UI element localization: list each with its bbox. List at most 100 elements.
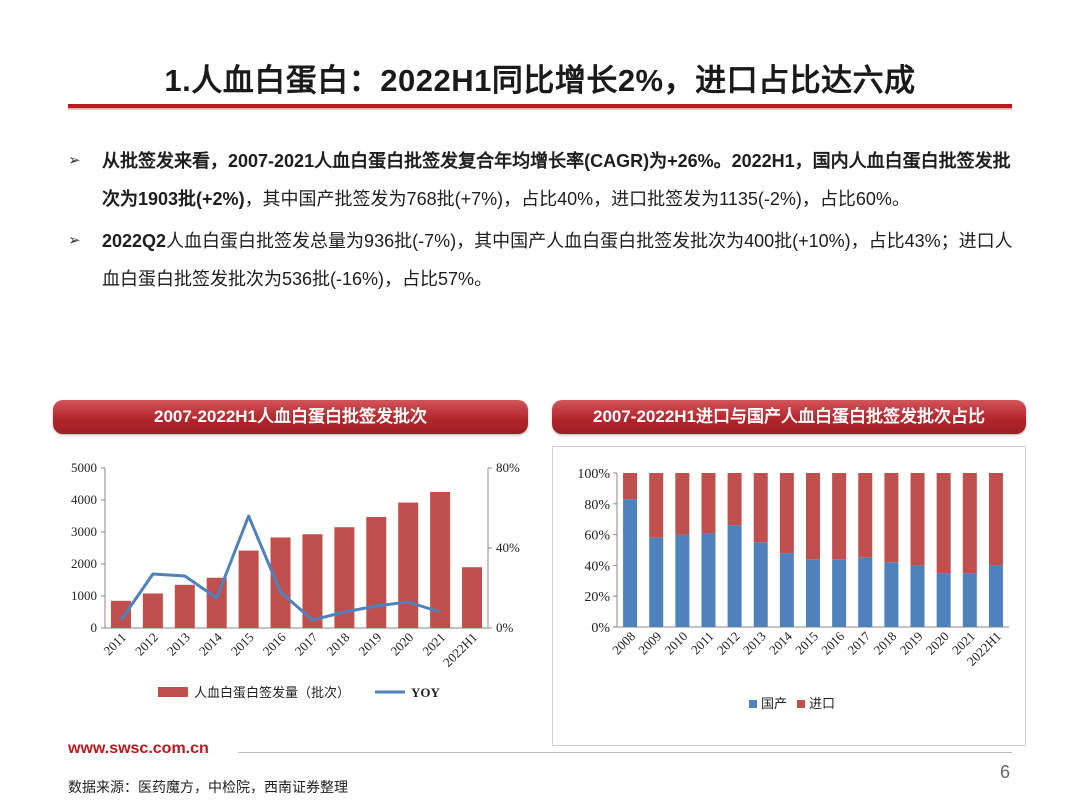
legend-label-import: 进口 bbox=[809, 696, 835, 711]
x-tick-label: 2009 bbox=[635, 629, 664, 658]
y-left-tick-label: 4000 bbox=[71, 492, 97, 507]
x-tick-label: 2020 bbox=[923, 629, 952, 658]
bar bbox=[142, 593, 163, 628]
bar-domestic bbox=[623, 499, 638, 627]
bullet-2-bold: 2022Q2 bbox=[102, 231, 167, 251]
bar bbox=[302, 534, 323, 628]
bar bbox=[430, 492, 451, 628]
bar-domestic bbox=[910, 565, 925, 627]
bar-import bbox=[779, 473, 794, 554]
chart-1-area: 0 1000 2000 3000 4000 5000 0% 40% 80% 2011 2012 201… bbox=[53, 446, 528, 746]
x-tick-label: 2015 bbox=[792, 629, 821, 658]
bar-import bbox=[858, 473, 873, 558]
y-left-tick-label: 2000 bbox=[71, 556, 97, 571]
page-number: 6 bbox=[1000, 762, 1011, 782]
chart-1-title: 2007-2022H1人血白蛋白批签发批次 bbox=[53, 400, 528, 434]
bar bbox=[110, 600, 131, 628]
legend-swatch-bar bbox=[158, 687, 188, 697]
x-tick-label: 2012 bbox=[132, 630, 161, 659]
bar-domestic bbox=[727, 525, 742, 627]
bar-import bbox=[910, 473, 925, 566]
bar bbox=[334, 527, 355, 628]
legend-swatch-import bbox=[797, 700, 805, 708]
y-left-tick-label: 3000 bbox=[71, 524, 97, 539]
y-left-tick-label: 0 bbox=[91, 620, 98, 635]
yoy-line bbox=[119, 514, 441, 622]
x-tick-label: 2013 bbox=[164, 630, 193, 659]
bar-import bbox=[649, 473, 664, 538]
footer-divider bbox=[238, 752, 1012, 753]
x-tick-label: 2014 bbox=[766, 628, 795, 657]
bar-domestic bbox=[753, 542, 768, 627]
legend-label-line: YOY bbox=[411, 685, 441, 700]
arrow-bullet-icon: ➢ bbox=[68, 152, 81, 169]
bar-domestic bbox=[675, 534, 690, 627]
y-tick-label: 40% bbox=[584, 559, 610, 574]
legend-label-bar: 人血白蛋白签发量（批次） bbox=[194, 685, 350, 700]
x-tick-label: 2014 bbox=[196, 629, 225, 658]
y-tick-label: 20% bbox=[584, 590, 610, 605]
x-tick-label: 2018 bbox=[871, 629, 900, 658]
bar-domestic bbox=[884, 562, 899, 627]
bullet-1-bold: 从批签发来看，2007-2021人血白蛋白批签发复合年均增长率(CAGR)为+2… bbox=[102, 151, 1011, 209]
y-tick-label: 0% bbox=[591, 621, 610, 636]
legend-swatch-domestic bbox=[749, 700, 757, 708]
bar-domestic bbox=[649, 537, 664, 627]
x-tick-label: 2017 bbox=[292, 629, 321, 658]
bar-import bbox=[832, 473, 847, 560]
y-left-tick-label: 1000 bbox=[71, 588, 97, 603]
bar-domestic bbox=[988, 565, 1003, 627]
bar-domestic bbox=[936, 573, 951, 627]
bar-import bbox=[988, 473, 1003, 566]
x-tick-label: 2012 bbox=[714, 629, 743, 658]
bar-domestic bbox=[858, 557, 873, 627]
x-tick-label: 2011 bbox=[688, 629, 717, 658]
bar bbox=[462, 567, 483, 628]
x-tick-label: 2013 bbox=[740, 629, 769, 658]
bullet-2-text: 人血白蛋白批签发总量为936批(-7%)，其中国产人血白蛋白批签发批次为400批… bbox=[102, 231, 1013, 289]
bar bbox=[238, 550, 259, 628]
import-domestic-share-chart: 0%20%40%60%80%100%2008200920102011201220… bbox=[577, 467, 1009, 711]
data-source: 数据来源：医药魔方，中检院，西南证券整理 bbox=[68, 779, 348, 795]
bar-import bbox=[806, 473, 820, 560]
y-right-tick-label: 0% bbox=[496, 620, 514, 635]
x-tick-label: 2016 bbox=[260, 629, 289, 658]
bar-import bbox=[675, 473, 690, 535]
bar-import bbox=[623, 473, 638, 500]
y-right-tick-label: 40% bbox=[496, 540, 520, 555]
bullet-1-text: ，其中国产批签发为768批(+7%)，占比40%，进口批签发为1135(-2%)… bbox=[244, 189, 910, 209]
y-left-tick-label: 5000 bbox=[71, 460, 97, 475]
y-right-tick-label: 80% bbox=[496, 460, 520, 475]
arrow-bullet-icon: ➢ bbox=[68, 232, 81, 249]
x-tick-label: 2008 bbox=[609, 629, 638, 658]
x-tick-label: 2022H1 bbox=[440, 630, 480, 670]
bullet-list: ➢ 从批签发来看，2007-2021人血白蛋白批签发复合年均增长率(CAGR)为… bbox=[68, 142, 1028, 302]
x-tick-label: 2015 bbox=[228, 630, 257, 659]
slide-title: 1.人血白蛋白：2022H1同比增长2%，进口占比达六成 bbox=[164, 63, 916, 98]
footer-url[interactable]: www.swsc.com.cn bbox=[68, 740, 209, 757]
bar-import bbox=[727, 473, 742, 526]
x-tick-label: 2018 bbox=[324, 630, 353, 659]
bar-import bbox=[962, 473, 977, 574]
legend-label-domestic: 国产 bbox=[761, 696, 787, 711]
bar-domestic bbox=[962, 573, 977, 627]
bar-import bbox=[753, 473, 768, 543]
x-tick-label: 2011 bbox=[100, 630, 129, 659]
bullet-item-2: ➢ 2022Q2人血白蛋白批签发总量为936批(-7%)，其中国产人血白蛋白批签… bbox=[68, 222, 1028, 298]
x-tick-label: 2010 bbox=[661, 629, 690, 658]
bar-domestic bbox=[701, 533, 716, 627]
bar bbox=[366, 516, 387, 628]
title-divider bbox=[68, 104, 1012, 110]
x-tick-label: 2016 bbox=[818, 628, 847, 657]
bar-domestic bbox=[832, 559, 847, 627]
x-tick-label: 2019 bbox=[355, 630, 384, 659]
bar bbox=[270, 537, 291, 628]
x-tick-label: 2019 bbox=[897, 629, 926, 658]
bullet-item-1: ➢ 从批签发来看，2007-2021人血白蛋白批签发复合年均增长率(CAGR)为… bbox=[68, 142, 1028, 218]
y-tick-label: 100% bbox=[577, 467, 610, 482]
bar bbox=[398, 502, 419, 628]
chart-2-area: 0% 20% 40% 60% 80% 100% 2008 2009 2010 2011 2012 20… bbox=[552, 446, 1026, 746]
y-tick-label: 60% bbox=[584, 529, 610, 544]
bar-import bbox=[884, 473, 899, 563]
